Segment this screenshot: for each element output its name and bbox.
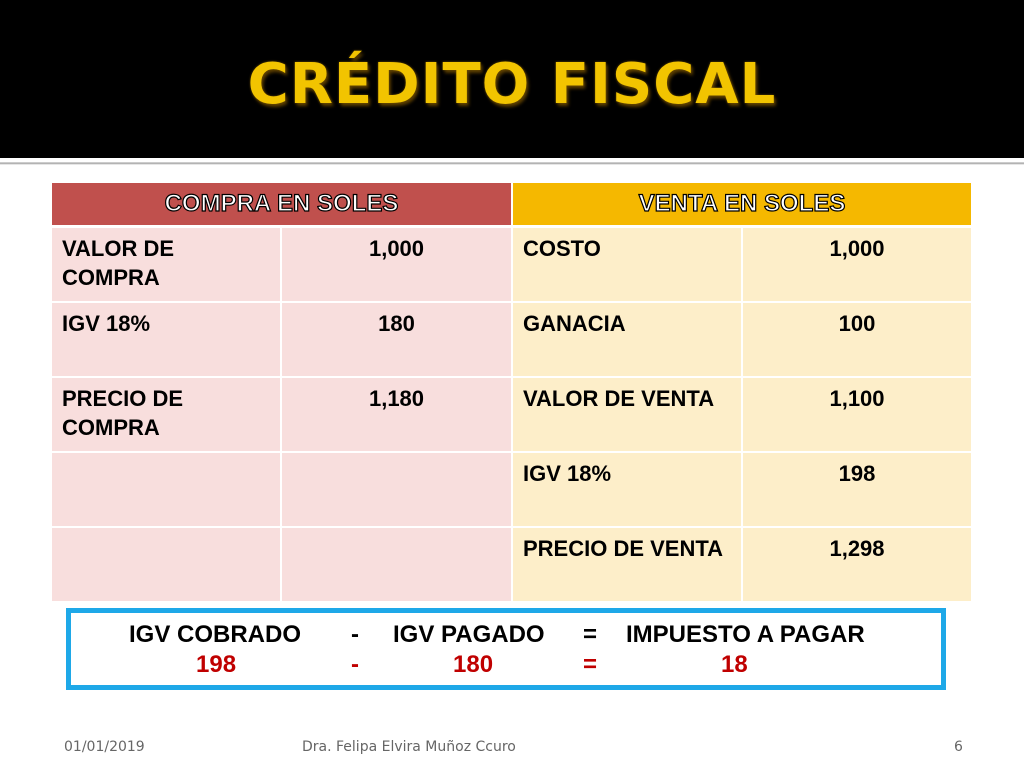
- compra-value: 1,000: [281, 226, 513, 303]
- tax-summary-box: IGV COBRADO - IGV PAGADO = IMPUESTO A PA…: [66, 608, 946, 690]
- venta-value: 1,100: [742, 377, 974, 453]
- equals-sign: =: [583, 621, 598, 648]
- header-venta: VENTA EN SOLES: [512, 183, 974, 228]
- compra-label: [52, 452, 282, 528]
- label-igv-pagado: IGV PAGADO: [393, 621, 545, 648]
- compra-value: 180: [281, 302, 513, 378]
- title-band: [0, 0, 1024, 158]
- compra-label: VALOR DE COMPRA: [52, 226, 282, 303]
- table-header-row: COMPRA EN SOLES VENTA EN SOLES: [52, 183, 974, 228]
- label-impuesto-a-pagar: IMPUESTO A PAGAR: [626, 621, 865, 648]
- venta-label: VALOR DE VENTA: [512, 377, 743, 453]
- compra-label: IGV 18%: [52, 302, 282, 378]
- venta-label: IGV 18%: [512, 452, 743, 528]
- table-row: PRECIO DE COMPRA 1,180 VALOR DE VENTA 1,…: [52, 377, 974, 453]
- compra-value: [281, 527, 513, 603]
- venta-value: 1,000: [742, 226, 974, 303]
- footer-page-number: 6: [954, 739, 963, 755]
- minus-sign: -: [351, 651, 359, 678]
- header-divider: [0, 158, 1024, 170]
- value-igv-pagado: 180: [453, 651, 494, 678]
- venta-label: PRECIO DE VENTA: [512, 527, 743, 603]
- equals-sign: =: [583, 651, 598, 678]
- table-row: IGV 18% 180 GANACIA 100: [52, 302, 974, 378]
- compra-label: PRECIO DE COMPRA: [52, 377, 282, 453]
- table-row: PRECIO DE VENTA 1,298: [52, 527, 974, 603]
- compra-value: [281, 452, 513, 528]
- compra-label: [52, 527, 282, 603]
- minus-sign: -: [351, 621, 359, 648]
- venta-value: 1,298: [742, 527, 974, 603]
- venta-value: 198: [742, 452, 974, 528]
- header-compra: COMPRA EN SOLES: [52, 183, 513, 228]
- table-row: VALOR DE COMPRA 1,000 COSTO 1,000: [52, 226, 974, 303]
- value-igv-cobrado: 198: [196, 651, 237, 678]
- tax-table: COMPRA EN SOLES VENTA EN SOLES VALOR DE …: [52, 183, 974, 603]
- footer-author: Dra. Felipa Elvira Muñoz Ccuro: [302, 739, 516, 755]
- venta-label: COSTO: [512, 226, 743, 303]
- compra-value: 1,180: [281, 377, 513, 453]
- value-impuesto-a-pagar: 18: [721, 651, 748, 678]
- venta-value: 100: [742, 302, 974, 378]
- label-igv-cobrado: IGV COBRADO: [129, 621, 302, 648]
- table-row: IGV 18% 198: [52, 452, 974, 528]
- venta-label: GANACIA: [512, 302, 743, 378]
- footer-date: 01/01/2019: [64, 739, 145, 755]
- slide-title: CRÉDITO FISCAL: [247, 52, 777, 117]
